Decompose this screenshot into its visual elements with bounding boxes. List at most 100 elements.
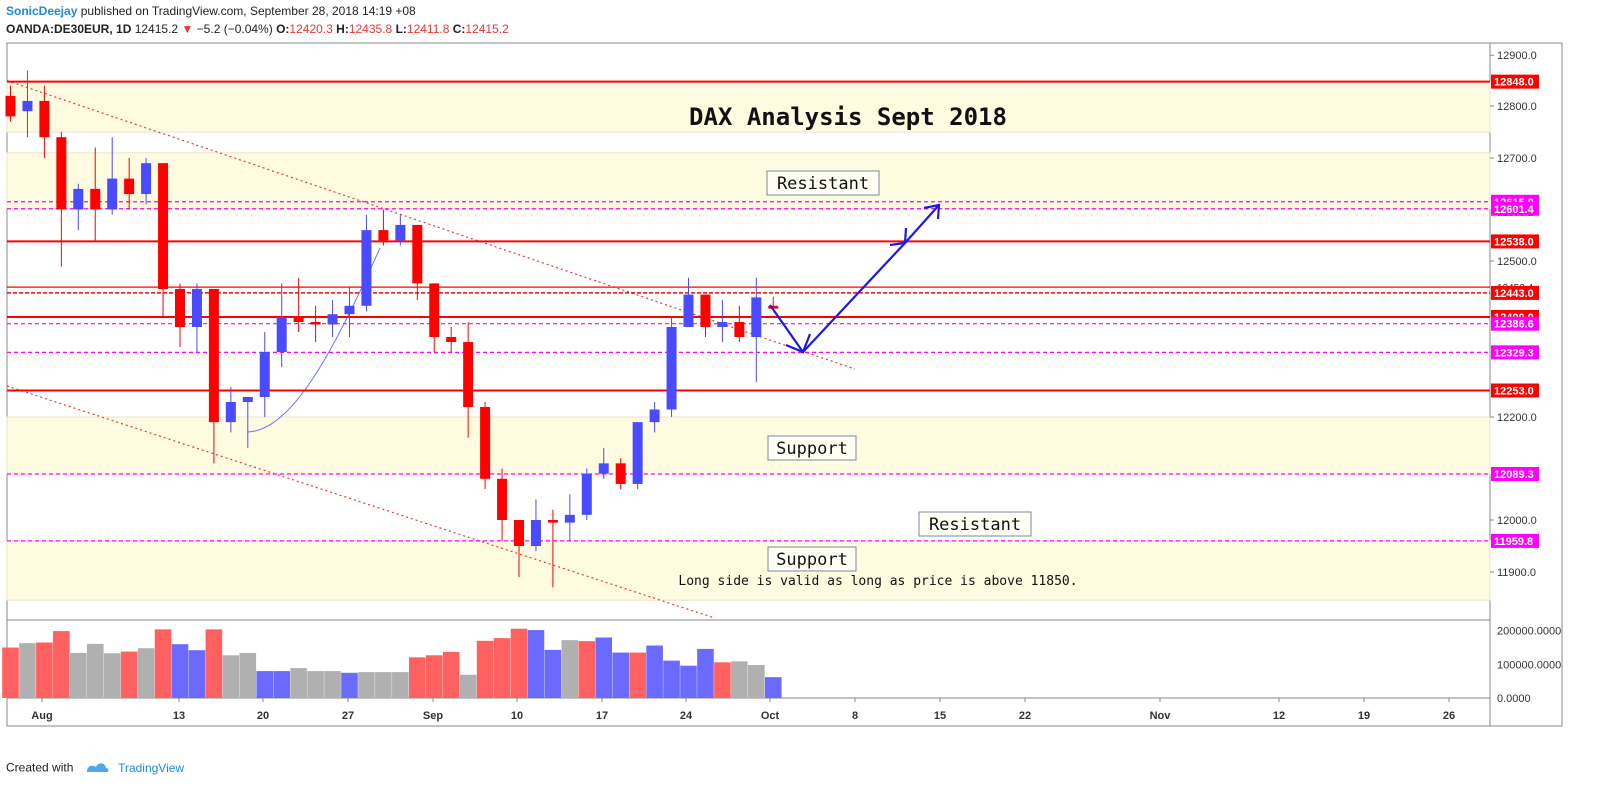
level-tag-label: 12089.3 — [1494, 469, 1534, 481]
candle — [768, 305, 779, 309]
volume-bar — [205, 629, 223, 698]
axis-tick-label: 12000.0 — [1497, 515, 1537, 527]
time-tick-label: Nov — [1150, 710, 1172, 722]
time-tick-label: 8 — [852, 710, 858, 722]
tradingview-link[interactable]: TradingView — [118, 760, 185, 775]
time-tick-label: 17 — [596, 710, 608, 722]
volume-bar — [714, 662, 731, 698]
support-lower-label-box — [767, 546, 857, 572]
chart-title: DAX Analysis Sept 2018 — [689, 103, 1007, 131]
axis-tick-label: 12200.0 — [1497, 412, 1537, 424]
volume-bar — [409, 657, 426, 698]
time-tick-label: 22 — [1019, 710, 1031, 722]
volume-bar — [680, 665, 697, 698]
volume-bar — [629, 652, 646, 698]
candle — [480, 407, 491, 479]
created-with-text: Created with — [6, 760, 74, 775]
candle — [242, 397, 253, 402]
resistant-lower-label: Resistant — [929, 515, 1021, 535]
candle — [446, 337, 457, 342]
published-text: published on TradingView.com, September … — [80, 4, 416, 18]
tradingview-logo-icon[interactable] — [85, 760, 109, 777]
time-tick-label: 15 — [934, 710, 946, 722]
volume-bar — [527, 630, 545, 698]
upper-trendline — [6, 80, 856, 370]
support-upper-label: Support — [776, 439, 848, 459]
candle — [514, 520, 524, 546]
candle — [327, 314, 338, 325]
candle — [547, 520, 558, 523]
candle — [73, 188, 84, 210]
level-tag — [1491, 533, 1539, 548]
level-tag — [1491, 285, 1539, 300]
time-tick-label: 13 — [173, 710, 185, 722]
candle — [497, 478, 508, 520]
high-label: H: — [336, 22, 349, 36]
zone-band — [6, 152, 1491, 210]
publisher-line: SonicDeejay published on TradingView.com… — [6, 4, 416, 18]
volume-bar — [459, 674, 477, 698]
level-tag-label: 12386.6 — [1494, 319, 1534, 331]
volume-bar — [273, 671, 290, 698]
price-change: −5.2 (−0.04%) — [196, 22, 273, 36]
candle — [124, 178, 135, 195]
candle — [259, 352, 270, 397]
candle — [530, 520, 541, 546]
volume-bar — [171, 644, 189, 698]
time-tick-label: 24 — [680, 710, 693, 722]
note-text: Long side is valid as long as price is a… — [678, 574, 1077, 589]
time-tick-label: Aug — [31, 710, 52, 722]
volume-bar — [86, 643, 104, 698]
candle — [191, 289, 202, 327]
footer: Created with TradingView — [6, 760, 184, 777]
candle — [615, 463, 626, 484]
volume-bar — [561, 640, 579, 698]
symbol-line: OANDA:DE30EUR, 1D 12415.2 ▼ −5.2 (−0.04%… — [6, 22, 509, 36]
arrow-head-top — [923, 203, 941, 220]
resistant-upper-label: Resistant — [777, 174, 869, 194]
time-tick-label: Sep — [423, 710, 443, 722]
symbol-label: OANDA:DE30EUR, 1D — [6, 22, 132, 36]
candle — [666, 327, 677, 410]
volume-bar — [578, 641, 596, 698]
candle — [276, 317, 287, 352]
time-tick-label: Oct — [761, 710, 780, 722]
author-link[interactable]: SonicDeejay — [6, 4, 78, 18]
low-label: L: — [395, 22, 407, 36]
volume-bar — [697, 648, 714, 698]
resistant-lower-label-box — [918, 511, 1032, 537]
volume-bar — [731, 661, 748, 698]
volume-bar — [392, 672, 409, 698]
volume-bar — [341, 672, 358, 698]
candle — [632, 422, 643, 484]
time-tick-label: 12 — [1273, 710, 1285, 722]
time-tick-label: 10 — [511, 710, 523, 722]
axis-tick-label: 11900.0 — [1497, 567, 1536, 579]
close-label: C: — [452, 22, 466, 36]
candle — [564, 514, 575, 523]
candle — [90, 188, 101, 210]
candle — [598, 463, 609, 474]
candle — [683, 294, 694, 327]
volume-tick-label: 200000.0000 — [1497, 626, 1561, 638]
open-value: 12420.3 — [289, 22, 333, 36]
level-tag-label: 12848.0 — [1494, 77, 1534, 89]
volume-bar — [493, 638, 511, 698]
volume-bar — [595, 637, 613, 698]
axis-tick-label: 12700.0 — [1497, 153, 1537, 165]
support-lower-label: Support — [776, 550, 848, 570]
open-label: O: — [276, 22, 290, 36]
candle — [39, 100, 50, 138]
time-tick-label: 27 — [342, 710, 354, 722]
level-tag — [1491, 316, 1539, 331]
candle — [344, 305, 355, 315]
candle — [429, 283, 440, 337]
candle — [141, 163, 152, 195]
projection-arrow — [769, 204, 940, 354]
plot-frame — [6, 42, 1491, 727]
candle — [22, 100, 33, 112]
support-upper-label-box — [767, 435, 857, 461]
level-tag-label: 12443.0 — [1494, 288, 1534, 300]
volume-bar — [646, 645, 663, 698]
